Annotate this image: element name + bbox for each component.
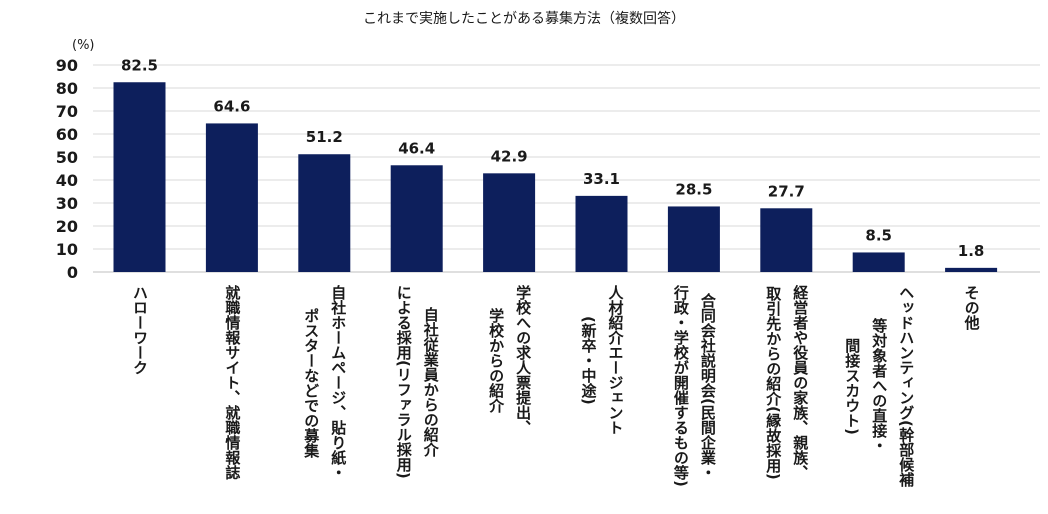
y-tick-label: 70 <box>56 102 78 121</box>
y-tick-label: 20 <box>56 217 78 236</box>
x-tick-label-line: 学校からの紹介 <box>487 307 506 413</box>
y-tick-label: 50 <box>56 148 78 167</box>
y-axis-unit: (%) <box>72 38 95 53</box>
bar <box>575 195 628 272</box>
x-tick-label-line: 就職情報サイト、就職情報誌 <box>223 285 242 480</box>
x-tick-label: 自社ホームページ、貼り紙・ ポスターなどでの募集 <box>297 285 351 480</box>
x-tick-label: ヘッドハンティング(幹部候補 等対象者への直接・ 間接スカウト) <box>838 285 919 487</box>
x-tick-label-line: 間接スカウト) <box>843 337 862 435</box>
x-tick-label-line: 人材紹介エージェント <box>606 285 625 435</box>
x-tick-label: 人材紹介エージェント (新卒・中途) <box>575 285 629 435</box>
y-tick-label: 10 <box>56 240 78 259</box>
y-tick-label: 80 <box>56 79 78 98</box>
data-label: 51.2 <box>306 128 343 146</box>
data-label: 64.6 <box>213 97 250 115</box>
x-tick-label-line: ハローワーク <box>131 285 149 375</box>
x-tick-label: ハローワーク <box>126 285 153 375</box>
x-tick-label-line: による採用(リファラル採用) <box>394 285 413 479</box>
x-tick-label: その他 <box>958 285 985 330</box>
bar <box>760 208 813 272</box>
x-tick-label-line: 合同会社説明会(民間企業・ <box>698 292 717 480</box>
data-label: 8.5 <box>865 226 892 244</box>
bar <box>298 154 351 272</box>
x-tick-label-line: 取引先からの紹介(縁故採用) <box>764 285 783 480</box>
x-tick-label: 合同会社説明会(民間企業・ 行政・学校が開催するもの等) <box>667 285 721 487</box>
bar <box>390 165 443 272</box>
x-tick-label-line: ヘッドハンティング(幹部候補 <box>897 285 916 487</box>
x-tick-label-line: ポスターなどでの募集 <box>302 307 321 458</box>
x-tick-label-line: 自社従業員からの紹介 <box>421 306 440 457</box>
x-tick-label: 自社従業員からの紹介 による採用(リファラル採用) <box>390 285 444 479</box>
x-tick-label-line: 等対象者への直接・ <box>870 318 889 454</box>
data-label: 82.5 <box>121 56 158 74</box>
x-tick-label-line: (新卒・中途) <box>579 315 598 405</box>
x-tick-label: 学校への求人票提出、 学校からの紹介 <box>482 285 536 435</box>
bar <box>945 267 998 272</box>
data-label: 27.7 <box>768 182 805 200</box>
x-tick-label: 就職情報サイト、就職情報誌 <box>218 285 245 480</box>
y-tick-label: 90 <box>56 56 78 75</box>
y-tick-label: 40 <box>56 171 78 190</box>
bar <box>483 173 536 272</box>
x-tick-label-line: 経営者や役員の家族、親族、 <box>791 285 810 480</box>
x-tick-label-line: 行政・学校が開催するもの等) <box>671 285 690 487</box>
data-label: 1.8 <box>958 242 985 260</box>
bar <box>205 123 258 272</box>
y-tick-label: 60 <box>56 125 78 144</box>
x-tick-label-line: 自社ホームページ、貼り紙・ <box>329 285 348 480</box>
x-tick-label-line: その他 <box>962 285 981 330</box>
y-tick-label: 0 <box>67 263 78 282</box>
bar <box>852 252 905 272</box>
bar <box>667 206 720 272</box>
x-tick-label-line: 学校への求人票提出、 <box>514 285 533 435</box>
data-label: 42.9 <box>491 147 528 165</box>
chart-title: これまで実施したことがある募集方法（複数回答） <box>363 11 685 27</box>
data-label: 33.1 <box>583 170 620 188</box>
bar <box>113 82 166 272</box>
y-tick-label: 30 <box>56 194 78 213</box>
data-label: 46.4 <box>398 139 435 157</box>
x-tick-label: 経営者や役員の家族、親族、 取引先からの紹介(縁故採用) <box>759 285 813 480</box>
data-label: 28.5 <box>675 180 712 198</box>
